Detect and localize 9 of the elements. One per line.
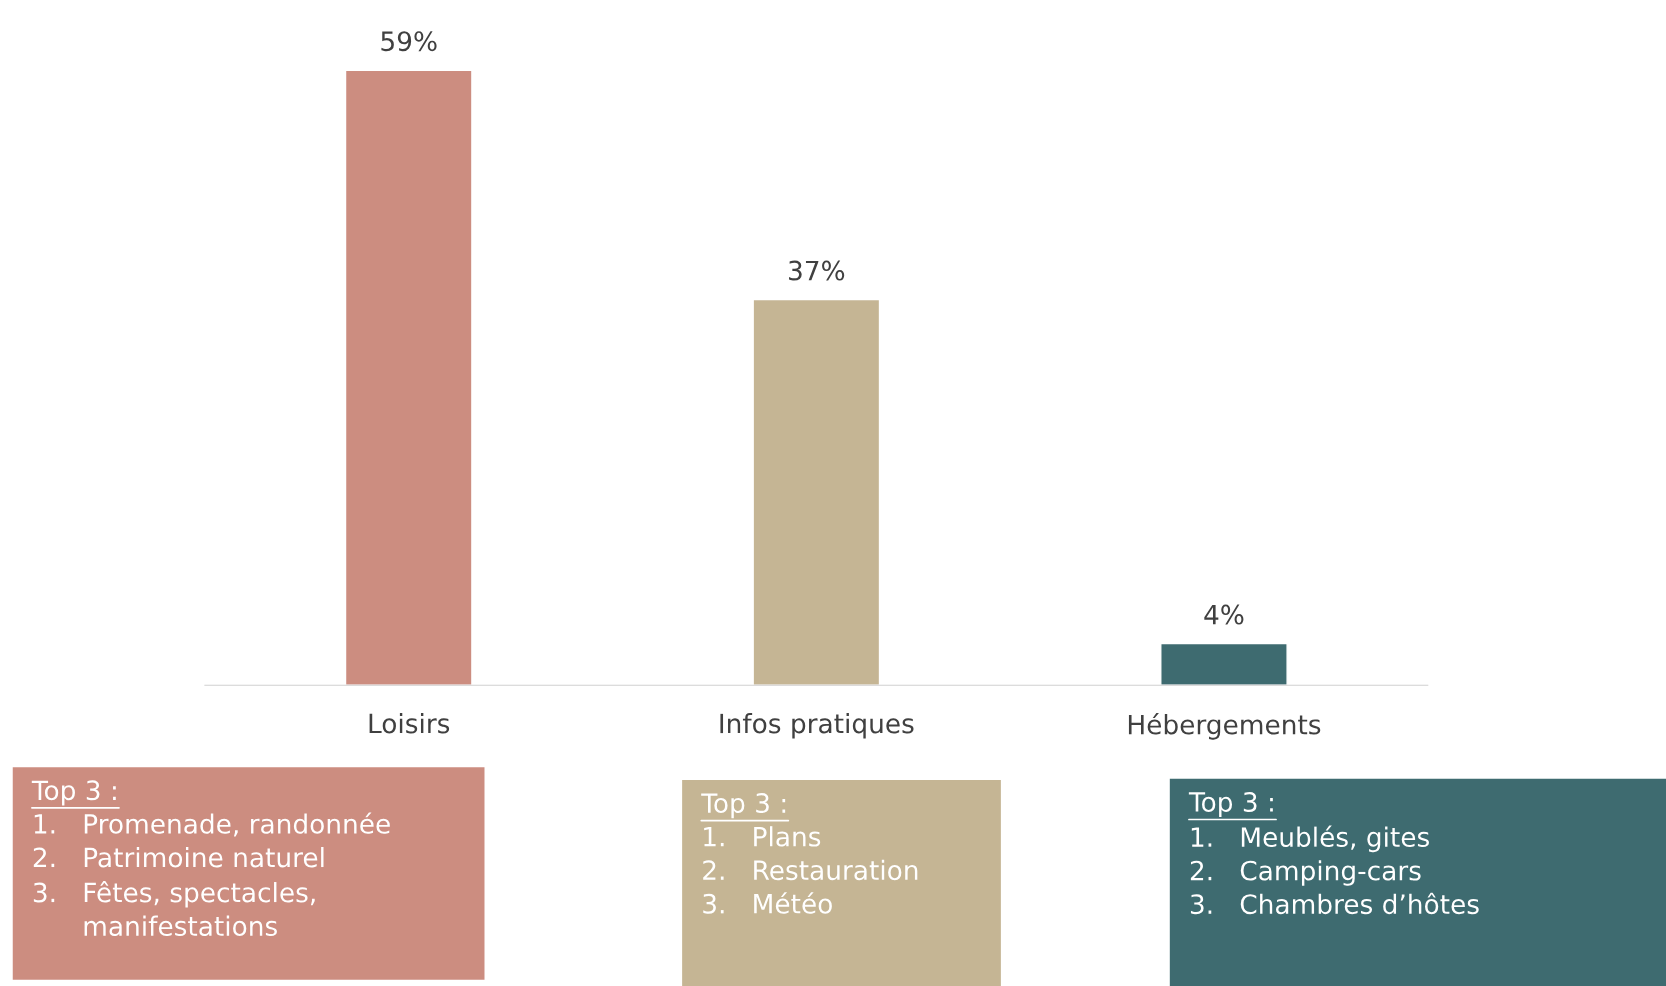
x-tick-label: Hébergements <box>1128 713 1321 740</box>
text: Top 3 : 1. Plans 2. Restauration 3. Météo <box>701 793 918 914</box>
x-tick-label: Infos pratiques <box>720 713 914 739</box>
text: Top 3 : 1. Promenade, randonnée 2. Patrimoine naturel 3. Fêtes, spectacles, manifestations <box>31 780 390 937</box>
text: Top 3 : 1. Meublés, gites 2. Camping-cars 3. Chambres d’hôtes <box>1188 792 1479 915</box>
data-label: 4% <box>1204 604 1244 625</box>
data-label: 37% <box>789 260 845 281</box>
data-label: 59% <box>381 31 437 52</box>
x-tick-label: Loisirs <box>369 713 450 734</box>
